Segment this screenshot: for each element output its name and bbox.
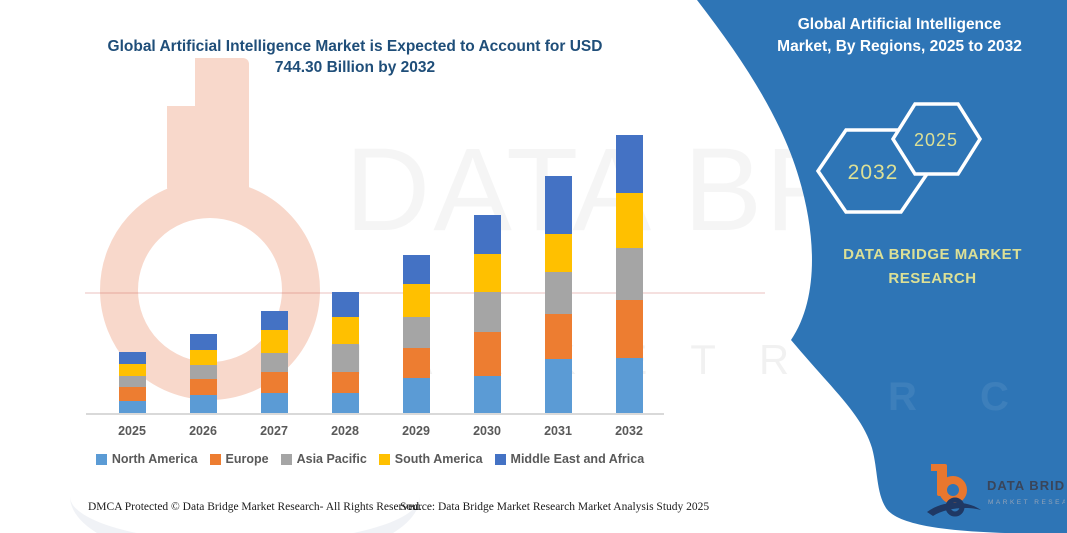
chart-title: Global Artificial Intelligence Market is… xyxy=(70,36,640,79)
bar-segment-2032-north-america xyxy=(615,358,643,413)
legend-label: South America xyxy=(394,452,483,466)
x-axis-labels: 2025 2026 2027 2028 2029 2030 2031 2032 xyxy=(86,424,668,442)
company-logo-glyph xyxy=(927,464,981,517)
bar-segment-2027-north-america xyxy=(260,392,288,413)
chart-title-line1: Global Artificial Intelligence Market is… xyxy=(107,38,603,55)
panel-ghost-letters: R C H xyxy=(888,375,1067,419)
legend-label: Asia Pacific xyxy=(296,452,367,466)
company-logo: DATA BRIDGE MARKET RESEARCH xyxy=(927,464,1065,517)
bar-segment-2032-south-america xyxy=(615,193,643,248)
bar-segment-2025-asia-pacific xyxy=(118,376,146,387)
brand-text-line1: DATA BRIDGE MARKET xyxy=(843,246,1022,263)
brand-text-line2: RESEARCH xyxy=(888,270,977,287)
brand-text: DATA BRIDGE MARKET RESEARCH xyxy=(790,243,1067,291)
bar-segment-2030-south-america xyxy=(473,253,501,293)
bar-segment-2028-south-america xyxy=(331,317,359,344)
x-axis-label-2031: 2031 xyxy=(544,424,572,438)
bar-segment-2025-middle-east-and-africa xyxy=(118,351,146,365)
legend-label: Europe xyxy=(225,452,269,466)
legend-swatch xyxy=(494,453,506,465)
x-axis-label-2029: 2029 xyxy=(402,424,430,438)
stacked-bar-2027 xyxy=(260,311,288,413)
plot-area xyxy=(86,128,668,415)
stacked-bar-2030 xyxy=(473,214,501,413)
hexagon-2025-label: 2025 xyxy=(914,130,958,150)
hexagon-2032-label: 2032 xyxy=(848,161,899,184)
x-axis-label-2028: 2028 xyxy=(331,424,359,438)
bar-segment-2026-asia-pacific xyxy=(189,364,217,379)
bar-segment-2032-europe xyxy=(615,300,643,359)
panel-title-line1: Global Artificial Intelligence xyxy=(797,16,1002,33)
legend-item-north-america: North America xyxy=(95,452,198,466)
x-axis-line xyxy=(86,413,664,415)
footer-source-text: Source: Data Bridge Market Research Mark… xyxy=(400,501,710,513)
legend-label: North America xyxy=(111,452,198,466)
bar-segment-2031-europe xyxy=(544,314,572,359)
bar-segment-2030-asia-pacific xyxy=(473,292,501,333)
stacked-bar-2029 xyxy=(402,254,430,413)
stacked-bar-2028 xyxy=(331,292,359,413)
x-axis-label-2027: 2027 xyxy=(260,424,288,438)
bar-segment-2028-asia-pacific xyxy=(331,343,359,372)
bar-segment-2029-europe xyxy=(402,347,430,378)
bar-segment-2026-north-america xyxy=(189,395,217,413)
bar-segment-2029-north-america xyxy=(402,377,430,413)
x-axis-label-2025: 2025 xyxy=(118,424,146,438)
company-logo-tagline: MARKET RESEARCH xyxy=(988,499,1065,506)
legend-item-middle-east-and-africa: Middle East and Africa xyxy=(494,452,645,466)
bar-segment-2025-north-america xyxy=(118,400,146,413)
bar-segment-2026-south-america xyxy=(189,349,217,365)
bar-segment-2029-asia-pacific xyxy=(402,317,430,348)
bar-segment-2027-asia-pacific xyxy=(260,352,288,373)
hexagon-2025 xyxy=(890,102,983,176)
legend-swatch xyxy=(280,453,292,465)
bar-segment-2030-europe xyxy=(473,332,501,376)
bar-segment-2027-south-america xyxy=(260,329,288,353)
watermark-logo-notch xyxy=(167,58,195,106)
bar-segment-2029-middle-east-and-africa xyxy=(402,254,430,285)
bar-segment-2031-middle-east-and-africa xyxy=(544,175,572,235)
bar-segment-2026-europe xyxy=(189,378,217,396)
bar-segment-2030-middle-east-and-africa xyxy=(473,214,501,254)
bar-segment-2029-south-america xyxy=(402,284,430,318)
x-axis-label-2030: 2030 xyxy=(473,424,501,438)
legend-item-south-america: South America xyxy=(378,452,483,466)
legend-swatch xyxy=(209,453,221,465)
stacked-bar-2031 xyxy=(544,175,572,413)
bar-segment-2028-north-america xyxy=(331,392,359,413)
chart-title-line2: 744.30 Billion by 2032 xyxy=(274,59,436,77)
bar-segment-2030-north-america xyxy=(473,375,501,413)
x-axis-label-2026: 2026 xyxy=(189,424,217,438)
bar-segment-2025-south-america xyxy=(118,364,146,377)
bar-segment-2031-south-america xyxy=(544,234,572,273)
stacked-bar-2026 xyxy=(189,333,217,413)
chart-legend: North America Europe Asia Pacific South Ame… xyxy=(55,452,685,466)
legend-swatch xyxy=(378,453,390,465)
panel-title-line2: Market, By Regions, 2025 to 2032 xyxy=(777,38,1022,56)
x-axis-label-2032: 2032 xyxy=(615,424,643,438)
footer-dmca-text: DMCA Protected © Data Bridge Market Rese… xyxy=(88,501,422,513)
bar-segment-2027-europe xyxy=(260,372,288,393)
company-logo-name: DATA BRIDGE xyxy=(987,478,1065,493)
panel-title: Global Artificial Intelligence Market, B… xyxy=(742,14,1057,59)
bar-segment-2028-europe xyxy=(331,371,359,393)
legend-item-europe: Europe xyxy=(209,452,269,466)
bar-segment-2025-europe xyxy=(118,386,146,401)
bar-segment-2031-asia-pacific xyxy=(544,272,572,315)
bar-segment-2032-middle-east-and-africa xyxy=(615,135,643,194)
bar-segment-2031-north-america xyxy=(544,358,572,413)
legend-swatch xyxy=(95,453,107,465)
bar-segment-2027-middle-east-and-africa xyxy=(260,311,288,330)
bar-segment-2026-middle-east-and-africa xyxy=(189,333,217,350)
bar-segment-2028-middle-east-and-africa xyxy=(331,292,359,318)
stacked-bar-2025 xyxy=(118,351,146,413)
legend-label: Middle East and Africa xyxy=(510,452,645,466)
bar-segment-2032-asia-pacific xyxy=(615,247,643,301)
legend-item-asia-pacific: Asia Pacific xyxy=(280,452,367,466)
stacked-bar-2032 xyxy=(615,135,643,413)
